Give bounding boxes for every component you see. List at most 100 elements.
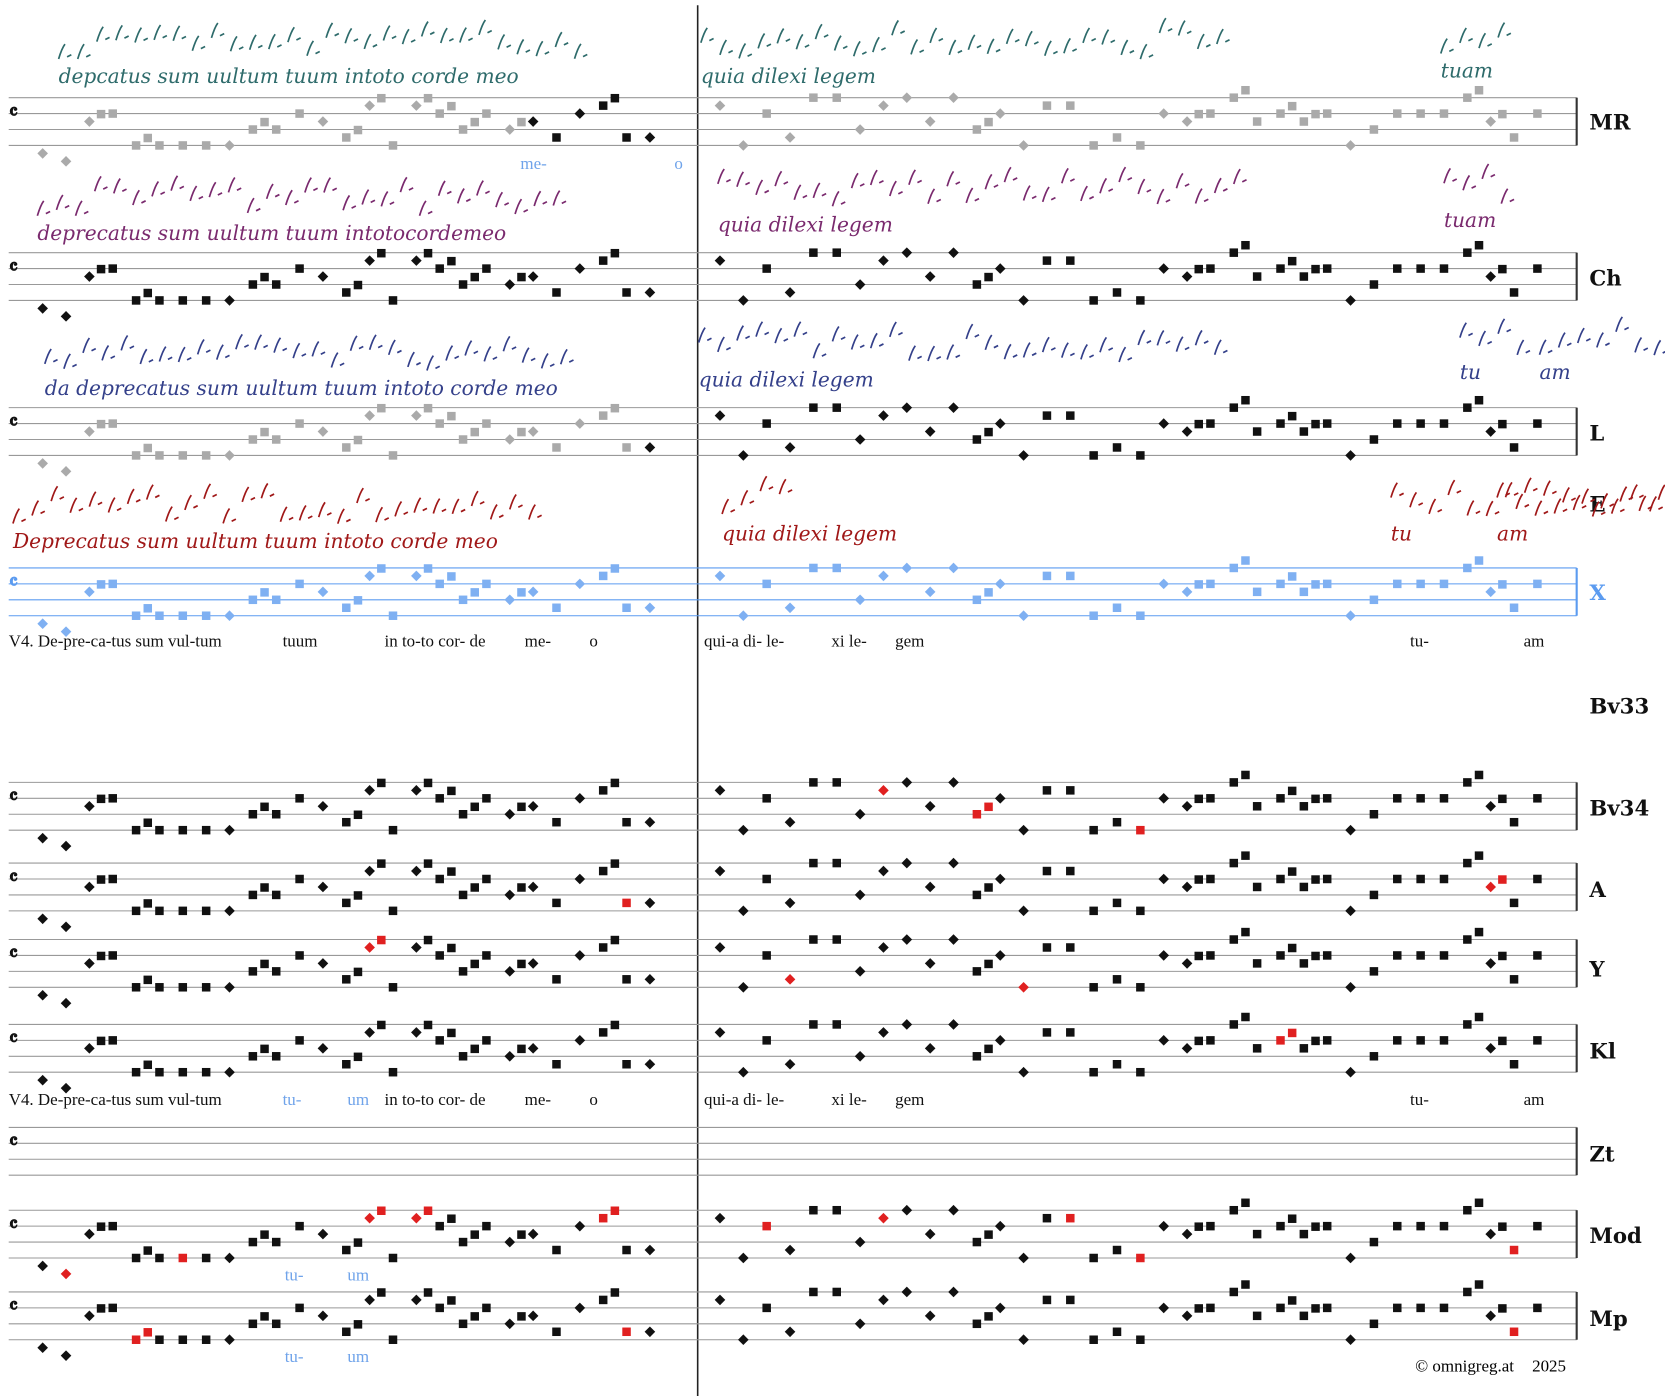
note bbox=[1287, 256, 1297, 266]
annotation: um bbox=[347, 1265, 369, 1284]
note bbox=[108, 1303, 117, 1313]
note bbox=[1299, 1044, 1309, 1053]
note bbox=[37, 1260, 48, 1272]
note bbox=[832, 935, 841, 944]
note bbox=[364, 410, 375, 421]
note bbox=[948, 402, 959, 413]
note bbox=[1241, 395, 1250, 405]
note bbox=[482, 579, 491, 589]
note bbox=[37, 913, 48, 925]
note bbox=[784, 974, 796, 985]
note bbox=[1158, 108, 1170, 119]
note bbox=[1136, 825, 1145, 835]
note bbox=[644, 974, 656, 985]
neume-stroke bbox=[850, 334, 865, 350]
note bbox=[948, 1019, 959, 1030]
note bbox=[784, 897, 796, 909]
note bbox=[1439, 874, 1449, 884]
note bbox=[598, 866, 608, 876]
note bbox=[1194, 875, 1203, 884]
note bbox=[423, 1206, 433, 1215]
note bbox=[1509, 133, 1519, 142]
neume-stroke bbox=[439, 27, 454, 44]
neume-stroke bbox=[774, 327, 789, 344]
note bbox=[1509, 603, 1519, 613]
note bbox=[994, 1220, 1006, 1232]
neume-stroke bbox=[399, 176, 414, 193]
note bbox=[1194, 951, 1203, 961]
note bbox=[423, 403, 433, 413]
note bbox=[1194, 109, 1203, 119]
note bbox=[784, 1326, 796, 1338]
note bbox=[1066, 1028, 1075, 1037]
note bbox=[1439, 579, 1449, 589]
note bbox=[1158, 1302, 1170, 1314]
note bbox=[1018, 140, 1029, 151]
note bbox=[1533, 794, 1542, 803]
neume-stroke bbox=[1497, 22, 1512, 38]
note bbox=[1463, 563, 1472, 573]
note bbox=[1474, 395, 1484, 405]
note bbox=[1474, 927, 1484, 937]
note bbox=[574, 263, 586, 274]
note bbox=[1299, 1229, 1309, 1239]
note bbox=[1509, 1327, 1519, 1337]
neume-stroke bbox=[721, 498, 736, 515]
note bbox=[411, 1212, 422, 1224]
neume-stroke bbox=[1194, 329, 1209, 346]
note bbox=[155, 983, 164, 992]
neume-stroke bbox=[757, 33, 772, 49]
neume-stroke bbox=[946, 170, 961, 187]
annotation: um bbox=[347, 1347, 369, 1366]
note bbox=[1533, 579, 1542, 589]
note bbox=[260, 883, 269, 892]
note bbox=[1533, 1221, 1542, 1231]
neume-stroke bbox=[872, 36, 886, 53]
note bbox=[610, 403, 620, 413]
note bbox=[482, 419, 491, 428]
note bbox=[1533, 951, 1542, 960]
note bbox=[832, 93, 841, 102]
note bbox=[1136, 1335, 1145, 1344]
note bbox=[260, 272, 269, 282]
neume-stroke bbox=[559, 348, 574, 365]
note bbox=[1229, 248, 1239, 257]
neume-stroke bbox=[177, 346, 192, 363]
note bbox=[878, 1294, 889, 1306]
note bbox=[1066, 943, 1075, 952]
note bbox=[1416, 579, 1425, 589]
neume-stroke bbox=[778, 478, 793, 495]
note bbox=[1136, 1253, 1145, 1263]
note bbox=[155, 1335, 164, 1344]
note bbox=[1241, 1198, 1250, 1208]
manuscript-text: quia dilexi legem bbox=[722, 521, 897, 545]
neume-stroke bbox=[1390, 482, 1405, 498]
note bbox=[201, 983, 211, 992]
neume-stroke bbox=[1060, 342, 1075, 358]
neume-stroke bbox=[184, 494, 199, 511]
note bbox=[60, 466, 72, 477]
note bbox=[901, 934, 913, 945]
note bbox=[1485, 1228, 1496, 1240]
note bbox=[972, 435, 982, 444]
note bbox=[1485, 116, 1496, 127]
note bbox=[762, 874, 771, 884]
annotation: tu- bbox=[285, 1265, 304, 1284]
staff-label: L bbox=[1589, 422, 1604, 447]
note bbox=[552, 817, 561, 827]
note bbox=[388, 1335, 398, 1344]
note bbox=[1345, 140, 1356, 151]
note bbox=[108, 951, 117, 960]
note bbox=[1158, 1035, 1170, 1046]
neume-stroke bbox=[1478, 330, 1493, 347]
neume-stroke bbox=[387, 339, 402, 356]
neume-stroke bbox=[850, 172, 865, 189]
neume-stroke bbox=[1485, 500, 1500, 517]
note bbox=[1509, 817, 1519, 827]
note bbox=[447, 943, 456, 953]
neume-stroke bbox=[394, 500, 409, 517]
note bbox=[271, 1237, 281, 1247]
neume-stroke bbox=[1156, 330, 1171, 346]
note bbox=[1287, 1028, 1297, 1038]
note bbox=[1322, 264, 1332, 273]
